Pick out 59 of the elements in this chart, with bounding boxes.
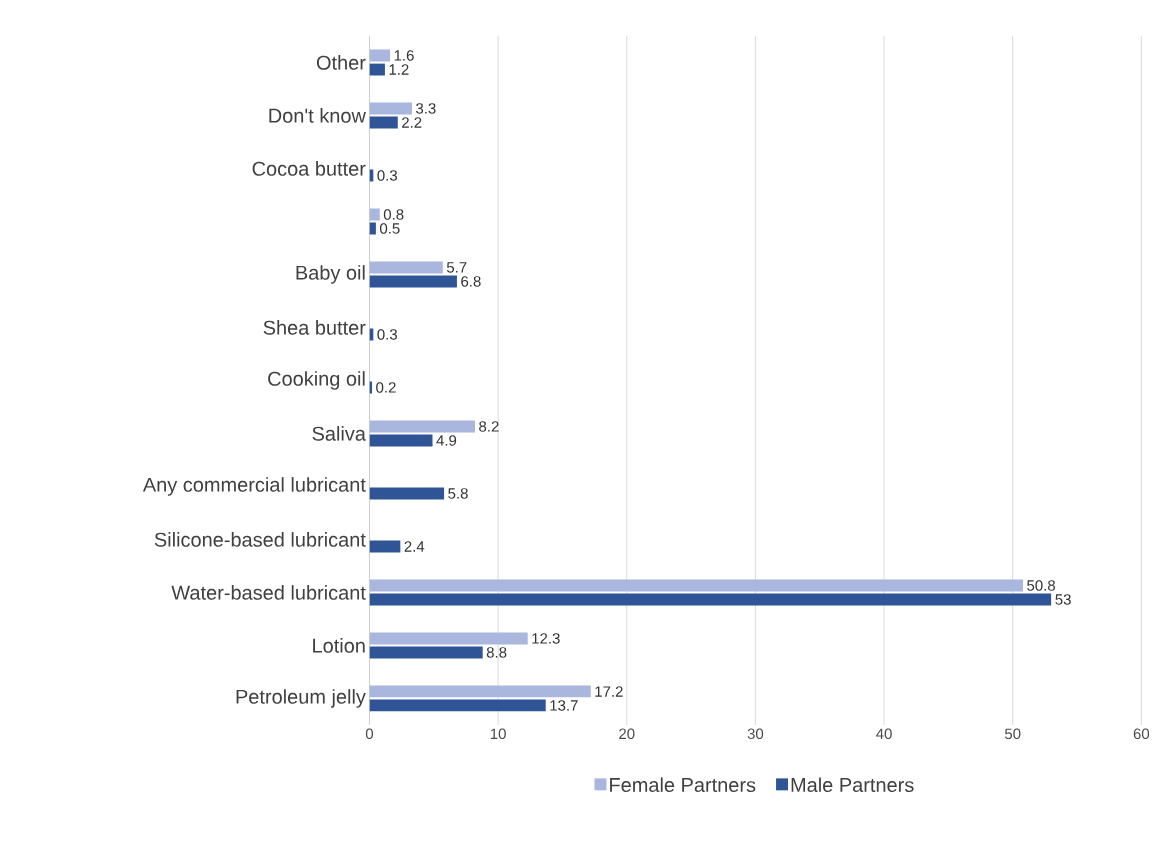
bar bbox=[369, 116, 398, 129]
x-tick-label: 60 bbox=[1133, 728, 1150, 740]
data-label: 17.2 bbox=[595, 686, 623, 697]
data-label: 0.2 bbox=[376, 382, 396, 393]
x-tick-label: 50 bbox=[1004, 728, 1021, 740]
bar bbox=[369, 487, 445, 500]
legend-label: Male Partners bbox=[791, 777, 914, 793]
bar bbox=[369, 646, 483, 659]
y-tick-label: Other bbox=[316, 55, 366, 70]
y-tick-label: Baby oil bbox=[296, 265, 365, 284]
data-label: 0.8 bbox=[383, 209, 404, 220]
y-tick-label: Petroleum jelly bbox=[236, 689, 366, 708]
data-label: 12.3 bbox=[532, 633, 560, 644]
bar bbox=[369, 593, 1052, 606]
bar bbox=[369, 102, 412, 115]
data-label: 0.3 bbox=[377, 170, 398, 181]
y-tick-label: Silicone-based lubricant bbox=[154, 532, 366, 547]
bar bbox=[369, 540, 401, 553]
y-tick-label: Saliva bbox=[312, 426, 366, 441]
bar bbox=[369, 699, 546, 712]
data-label: 50.8 bbox=[1027, 580, 1056, 591]
y-tick-label: Cocoa butter bbox=[252, 161, 366, 176]
x-tick-label: 20 bbox=[619, 728, 635, 740]
bar bbox=[369, 275, 457, 288]
x-tick-label: 0 bbox=[365, 728, 374, 740]
bar bbox=[369, 632, 528, 645]
x-tick-label: 10 bbox=[490, 728, 506, 740]
y-tick-label: Lotion bbox=[313, 638, 365, 653]
bar bbox=[369, 222, 376, 235]
bar bbox=[369, 208, 380, 221]
bar bbox=[369, 579, 1023, 592]
data-label: 8.8 bbox=[486, 647, 507, 658]
data-label: 0.3 bbox=[377, 329, 398, 340]
data-label: 8.2 bbox=[479, 421, 499, 432]
data-label: 4.9 bbox=[436, 435, 457, 446]
y-tick-label: Shea butter bbox=[263, 320, 366, 335]
data-label: 0.5 bbox=[380, 223, 400, 234]
data-label: 2.4 bbox=[404, 541, 425, 552]
x-tick-label: 40 bbox=[876, 728, 892, 740]
y-tick-label: Water-based lubricant bbox=[171, 585, 366, 600]
data-label: 5.8 bbox=[448, 488, 468, 499]
legend-label: Female Partners bbox=[610, 777, 756, 793]
data-label: 1.2 bbox=[389, 64, 409, 75]
bar bbox=[369, 434, 433, 447]
x-tick-label: 30 bbox=[747, 728, 764, 740]
bar bbox=[369, 261, 443, 274]
data-label: 53 bbox=[1055, 594, 1071, 605]
data-label: 6.8 bbox=[461, 276, 481, 287]
y-tick-label: Cooking oil bbox=[268, 371, 365, 390]
bar bbox=[369, 49, 391, 62]
data-label: 13.7 bbox=[550, 700, 578, 711]
y-tick-label: Any commercial lubricant bbox=[142, 477, 366, 496]
data-label: 2.2 bbox=[402, 117, 422, 128]
y-tick-label: Don't know bbox=[269, 108, 366, 123]
bar bbox=[369, 420, 475, 433]
data-label: 3.3 bbox=[416, 103, 436, 114]
data-label: 1.6 bbox=[394, 50, 414, 61]
bar bbox=[369, 685, 591, 698]
data-label: 5.7 bbox=[446, 262, 467, 273]
